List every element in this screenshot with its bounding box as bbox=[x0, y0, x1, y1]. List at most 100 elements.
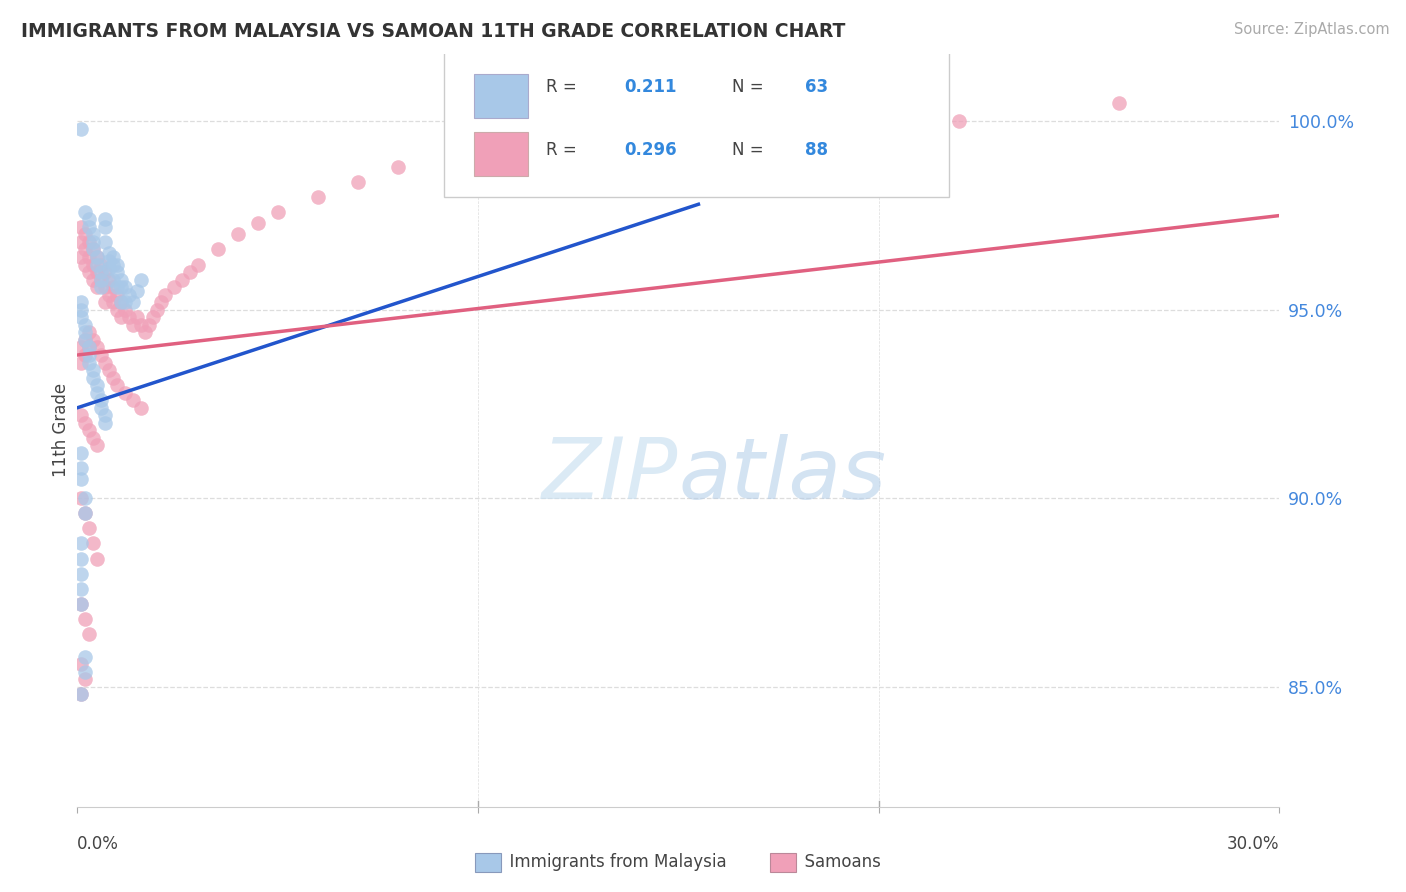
Point bbox=[75, 665, 97, 679]
Point bbox=[75, 258, 97, 272]
Point bbox=[107, 302, 129, 317]
Point bbox=[110, 295, 132, 310]
Point bbox=[103, 280, 125, 294]
Point bbox=[79, 521, 101, 535]
Point bbox=[86, 250, 108, 264]
Point bbox=[79, 219, 101, 234]
Point bbox=[70, 551, 93, 566]
Point bbox=[142, 310, 165, 325]
Point bbox=[122, 295, 145, 310]
Point bbox=[90, 280, 112, 294]
Point bbox=[79, 355, 101, 369]
Point bbox=[70, 597, 93, 611]
Point bbox=[103, 250, 125, 264]
Point bbox=[75, 491, 97, 506]
Point bbox=[110, 273, 132, 287]
Point bbox=[118, 310, 141, 325]
Point bbox=[70, 461, 93, 475]
Point bbox=[79, 424, 101, 438]
Point bbox=[75, 649, 97, 664]
Point bbox=[86, 438, 108, 452]
Point bbox=[75, 204, 97, 219]
Point bbox=[86, 551, 108, 566]
Point bbox=[131, 318, 153, 332]
Point bbox=[170, 273, 193, 287]
Point bbox=[94, 265, 117, 279]
Point bbox=[82, 333, 104, 347]
Point bbox=[162, 280, 184, 294]
Point bbox=[127, 310, 149, 325]
Point bbox=[98, 246, 121, 260]
Point bbox=[86, 258, 108, 272]
Point bbox=[70, 409, 93, 423]
Point bbox=[98, 363, 121, 377]
Text: N =: N = bbox=[733, 78, 769, 96]
Point bbox=[387, 160, 409, 174]
Point bbox=[787, 122, 810, 136]
Point bbox=[70, 250, 93, 264]
Point bbox=[114, 280, 136, 294]
Point bbox=[246, 216, 269, 230]
FancyBboxPatch shape bbox=[444, 50, 949, 197]
Point bbox=[70, 536, 93, 550]
Point bbox=[79, 627, 101, 641]
Point bbox=[75, 243, 97, 257]
Point bbox=[267, 204, 290, 219]
Point bbox=[668, 129, 690, 144]
Point bbox=[226, 227, 249, 242]
Point bbox=[467, 145, 489, 159]
Point bbox=[86, 378, 108, 392]
Point bbox=[98, 273, 121, 287]
Point bbox=[90, 273, 112, 287]
Point bbox=[70, 341, 93, 355]
Point bbox=[90, 265, 112, 279]
Point bbox=[90, 393, 112, 408]
Point bbox=[79, 212, 101, 227]
Point bbox=[94, 355, 117, 369]
Point bbox=[94, 219, 117, 234]
Point bbox=[110, 295, 132, 310]
Point bbox=[70, 687, 93, 701]
Point bbox=[94, 409, 117, 423]
Point bbox=[82, 363, 104, 377]
Point bbox=[122, 393, 145, 408]
Point bbox=[103, 273, 125, 287]
Point bbox=[79, 235, 101, 249]
Point bbox=[127, 284, 149, 298]
Text: Immigrants from Malaysia: Immigrants from Malaysia bbox=[499, 853, 727, 871]
Point bbox=[70, 582, 93, 596]
Point bbox=[155, 287, 177, 301]
Point bbox=[82, 273, 104, 287]
Point bbox=[103, 295, 125, 310]
Point bbox=[547, 136, 569, 151]
Point bbox=[70, 491, 93, 506]
Point bbox=[98, 287, 121, 301]
Point bbox=[107, 258, 129, 272]
Point bbox=[82, 258, 104, 272]
Point bbox=[79, 341, 101, 355]
Text: Source: ZipAtlas.com: Source: ZipAtlas.com bbox=[1233, 22, 1389, 37]
Point bbox=[150, 295, 173, 310]
Point bbox=[948, 114, 970, 128]
Point bbox=[86, 341, 108, 355]
Point bbox=[114, 385, 136, 400]
Point bbox=[131, 273, 153, 287]
Point bbox=[70, 235, 93, 249]
Point bbox=[118, 287, 141, 301]
Y-axis label: 11th Grade: 11th Grade bbox=[52, 384, 70, 477]
Point bbox=[75, 333, 97, 347]
Point bbox=[110, 280, 132, 294]
Point bbox=[75, 348, 97, 362]
Text: atlas: atlas bbox=[679, 434, 886, 517]
Point bbox=[75, 506, 97, 520]
Point bbox=[1108, 95, 1130, 110]
Point bbox=[86, 265, 108, 279]
Point bbox=[75, 506, 97, 520]
Point bbox=[86, 280, 108, 294]
Point bbox=[94, 280, 117, 294]
Point bbox=[82, 227, 104, 242]
Point bbox=[82, 243, 104, 257]
Point bbox=[86, 250, 108, 264]
Text: 0.211: 0.211 bbox=[624, 78, 676, 96]
Point bbox=[82, 536, 104, 550]
